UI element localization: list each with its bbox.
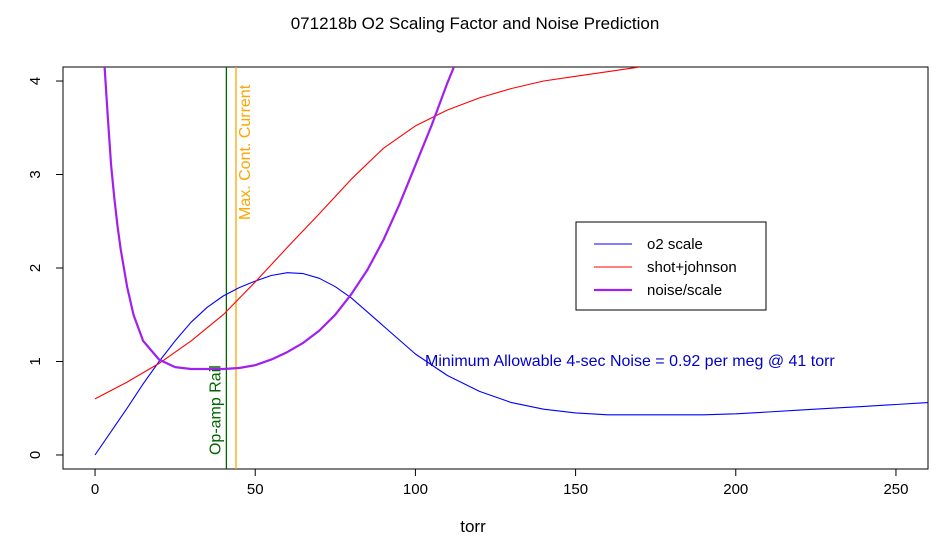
legend-label: shot+johnson — [647, 259, 737, 276]
y-tick-label: 3 — [27, 170, 44, 178]
max-current-label: Max. Cont. Current — [237, 84, 254, 220]
plot-area-frame — [62, 66, 929, 470]
legend-label: o2 scale — [647, 236, 703, 253]
x-axis-label: torr — [460, 517, 486, 536]
series-line-noise-scale — [103, 67, 455, 371]
minimum-noise-annotation: Minimum Allowable 4-sec Noise = 0.92 per… — [425, 353, 835, 370]
y-tick-label: 1 — [27, 357, 44, 365]
x-tick-label: 50 — [247, 481, 264, 498]
op-amp-rail-label: Op-amp Rail — [207, 365, 224, 455]
plot-content — [94, 67, 928, 469]
x-axis: 0 50 100 150 200 250 — [91, 469, 908, 498]
chart-title: 071218b O2 Scaling Factor and Noise Pred… — [291, 14, 660, 33]
legend: o2 scale shot+johnson noise/scale — [575, 221, 767, 311]
x-tick-label: 100 — [403, 481, 428, 498]
x-tick-label: 150 — [563, 481, 588, 498]
x-tick-label: 0 — [91, 481, 99, 498]
series-line-o2-scale — [94, 272, 928, 456]
y-tick-label: 0 — [27, 451, 44, 459]
x-tick-label: 250 — [883, 481, 908, 498]
y-tick-label: 2 — [27, 264, 44, 272]
vertical-line-labels: Op-amp Rail Max. Cont. Current — [207, 84, 254, 455]
y-axis: 0 1 2 3 4 — [27, 77, 63, 459]
legend-label: noise/scale — [647, 282, 722, 299]
y-tick-label: 4 — [27, 77, 44, 85]
series-line-shot-johnson — [94, 67, 640, 400]
legend-box — [575, 221, 767, 311]
x-tick-label: 200 — [723, 481, 748, 498]
